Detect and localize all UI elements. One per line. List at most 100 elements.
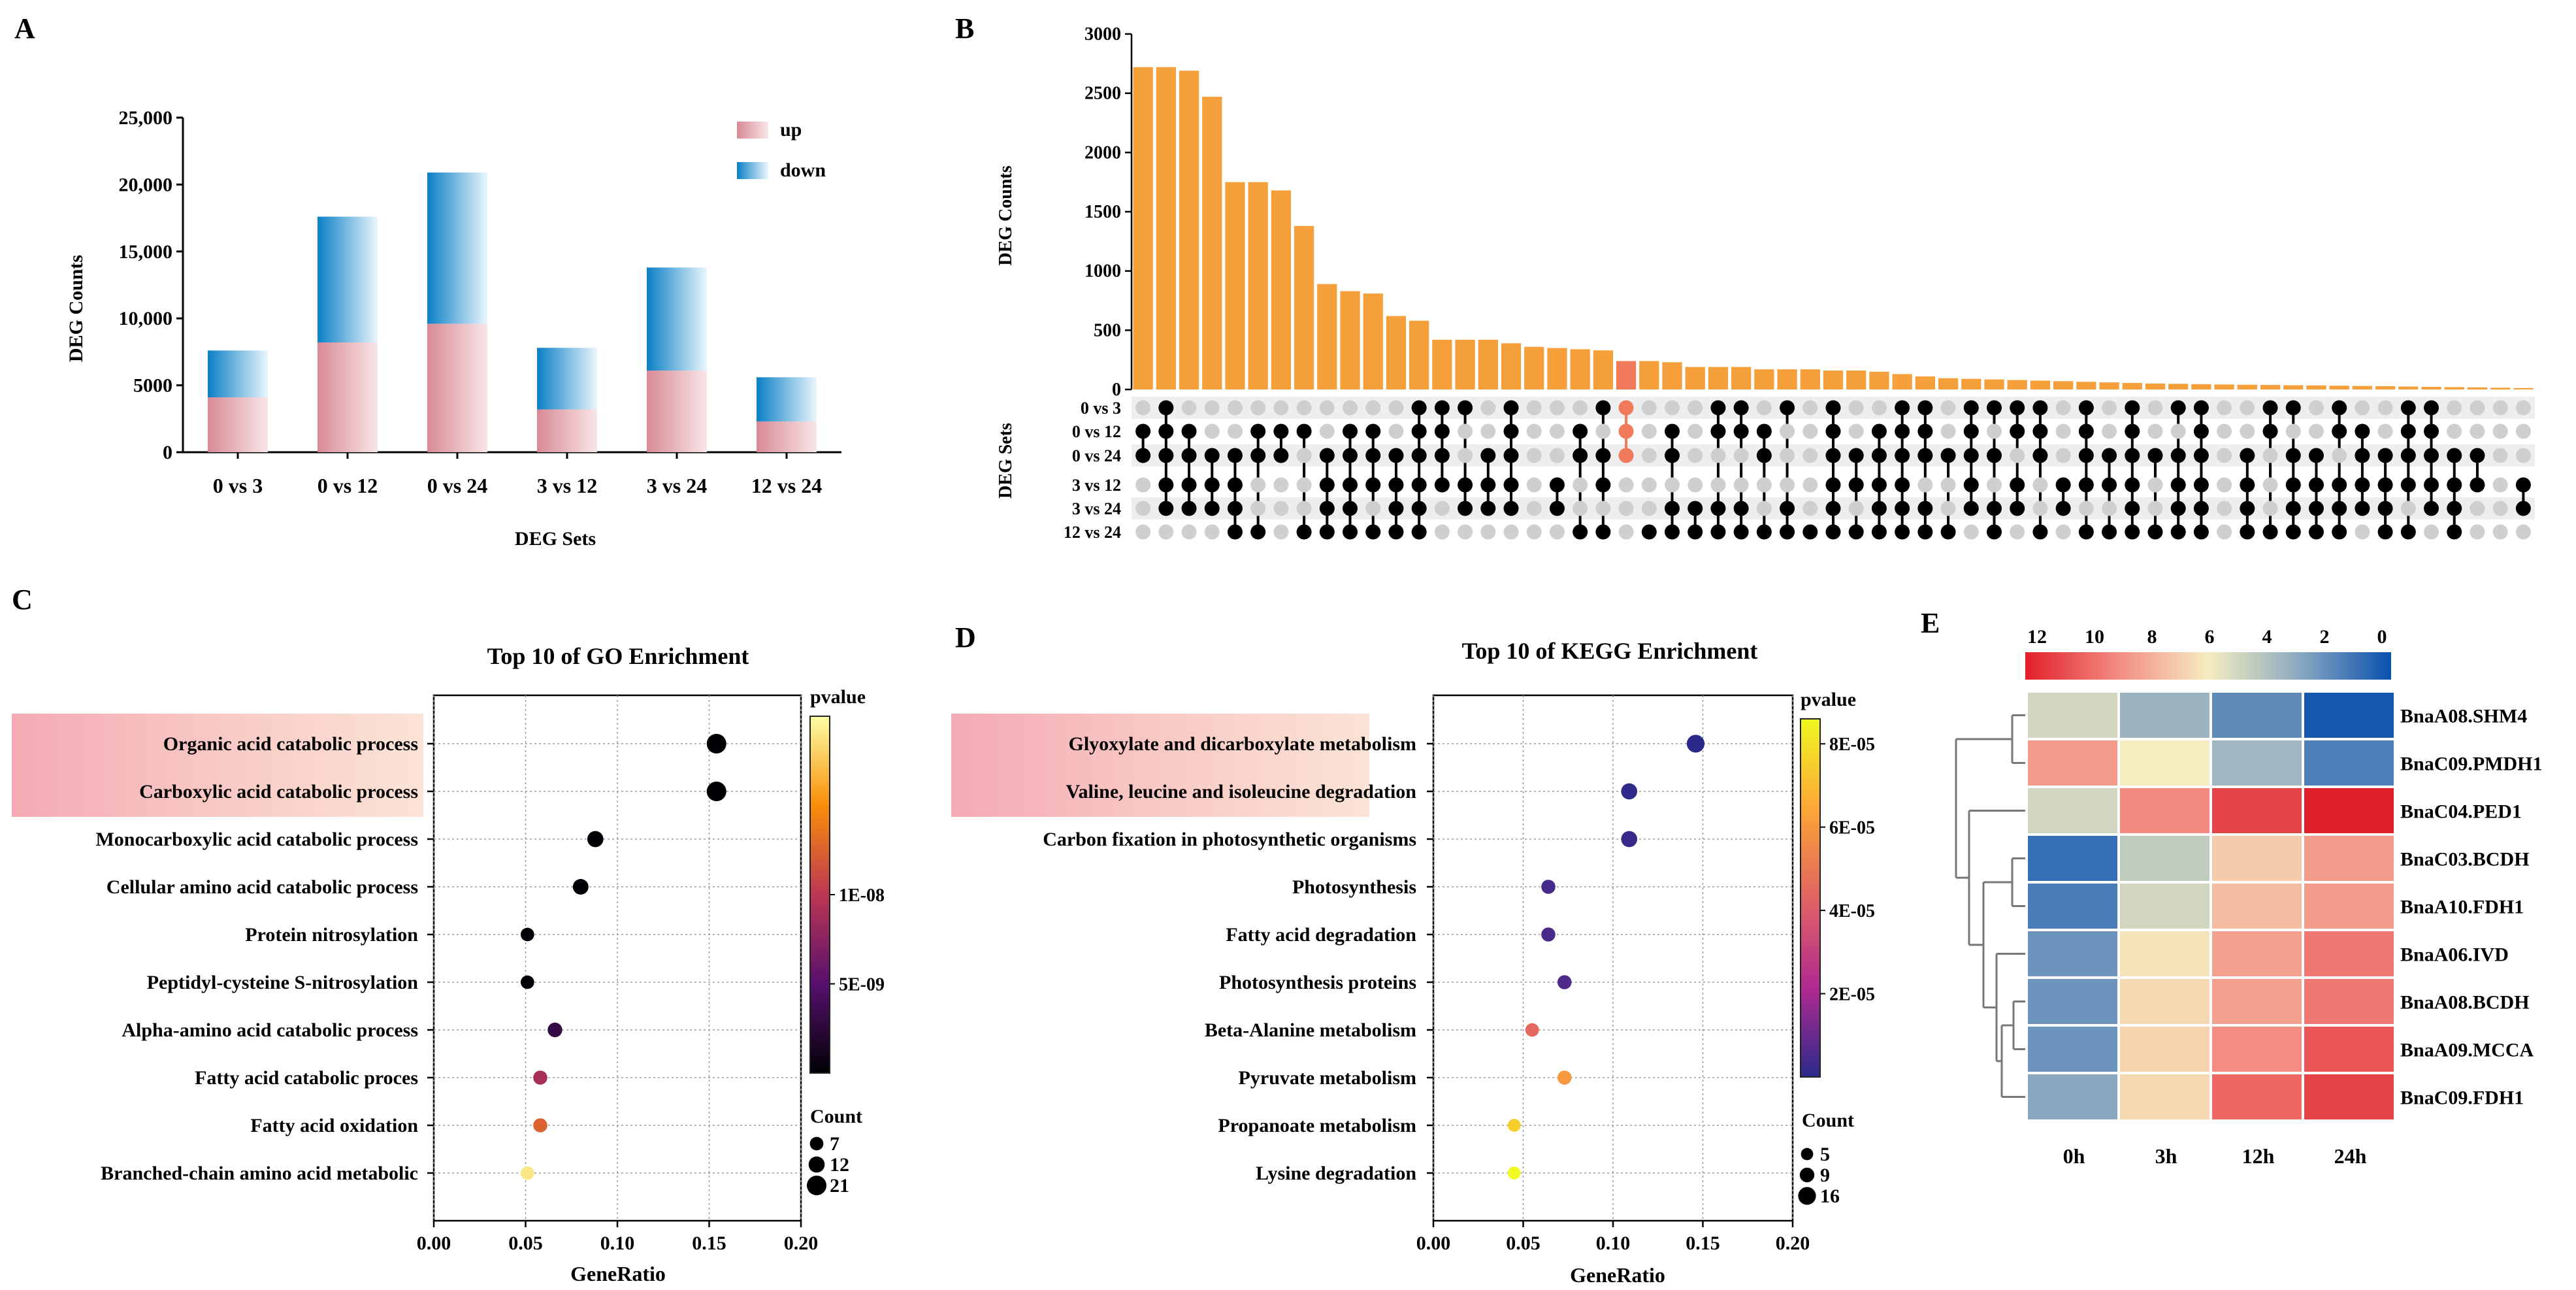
membership-dot-on <box>2240 524 2255 540</box>
membership-dot-on <box>1871 448 1887 463</box>
membership-dot-off <box>2147 477 2163 493</box>
heatmap-cell <box>2120 740 2209 786</box>
panel-d-kegg-enrichment: Top 10 of KEGG Enrichment GeneRatio pval… <box>951 638 1875 1287</box>
membership-dot-on <box>2193 400 2209 416</box>
membership-dot-off <box>2470 423 2485 439</box>
y-tick-label: 10,000 <box>119 308 173 329</box>
membership-dot-on <box>2262 400 2278 416</box>
intersection-bar <box>2467 387 2488 389</box>
heatmap-cell <box>2120 1074 2209 1119</box>
membership-dot-on <box>1503 400 1519 416</box>
heatmap-cell <box>2028 1074 2117 1119</box>
membership-dot-on <box>2400 448 2416 463</box>
size-legend-label: 16 <box>1820 1185 1840 1207</box>
membership-dot-off <box>1802 400 1818 416</box>
membership-dot-on <box>1895 423 1910 439</box>
membership-dot-on <box>1343 524 1358 540</box>
intersection-bar <box>1731 367 1752 389</box>
intersection-bar <box>1892 374 1912 389</box>
membership-dot-on <box>1319 501 1335 516</box>
membership-dot-on <box>1917 501 1933 516</box>
membership-dot-off <box>2032 501 2048 516</box>
membership-dot-off <box>1273 524 1289 540</box>
membership-dot-off <box>1227 400 1243 416</box>
membership-dot-off <box>2055 448 2071 463</box>
membership-dot-on <box>2400 524 2416 540</box>
membership-dot-off <box>1618 477 1634 493</box>
membership-dot-off <box>1365 501 1381 516</box>
panel-c-go-enrichment: Top 10 of GO Enrichment GeneRatio pvalue… <box>12 643 885 1285</box>
intersection-bar <box>1294 225 1314 389</box>
membership-dot-on <box>1273 423 1289 439</box>
x-tick-label: 0.20 <box>784 1232 819 1254</box>
membership-dot-on <box>1917 448 1933 463</box>
membership-dot-off <box>1848 423 1864 439</box>
membership-dot-on <box>1434 477 1450 493</box>
colorbar-tick-label: 0 <box>2377 626 2387 648</box>
intersection-bar <box>1800 369 1820 389</box>
heatmap-cell <box>2304 788 2394 833</box>
membership-dot-off <box>2102 501 2117 516</box>
membership-dot-on <box>1963 477 1979 493</box>
membership-dot-off <box>1296 400 1312 416</box>
membership-dot-on <box>2377 501 2393 516</box>
membership-dot-on <box>1503 501 1519 516</box>
membership-dot-on <box>1296 524 1312 540</box>
membership-dot-off <box>1526 477 1542 493</box>
membership-dot-on <box>2447 501 2462 516</box>
legend-label-up: up <box>780 119 802 141</box>
x-tick-label: 0.05 <box>508 1232 543 1254</box>
y-tick-label: 500 <box>1094 320 1121 340</box>
membership-dot-on <box>2332 423 2347 439</box>
membership-dot-off <box>1641 501 1657 516</box>
membership-dot-on <box>2424 501 2439 516</box>
colorbar-title: pvalue <box>810 686 866 708</box>
membership-dot-on <box>2332 501 2347 516</box>
term-label: Beta-Alanine metabolism <box>1205 1019 1416 1041</box>
membership-dot-on <box>1963 400 1979 416</box>
membership-dot-off <box>2078 501 2094 516</box>
enrichment-point <box>520 975 534 989</box>
intersection-bar <box>2214 384 2234 389</box>
membership-dot-on <box>2332 477 2347 493</box>
enrichment-point <box>533 1118 547 1133</box>
membership-dot-off <box>1756 477 1772 493</box>
heatmap-cell <box>2304 979 2394 1024</box>
intersection-bar <box>1984 379 2004 389</box>
membership-dot-on <box>2308 524 2324 540</box>
membership-dot-on <box>2355 501 2370 516</box>
panel-a-stacked-bar-chart: up down DEG Counts DEG Sets 0 5000 10,000 1… <box>65 107 841 550</box>
membership-dot-on <box>2377 448 2393 463</box>
intersection-bar <box>2191 384 2211 389</box>
x-tick-label: 0.00 <box>417 1232 451 1254</box>
membership-dot-on <box>1733 423 1749 439</box>
enrichment-point <box>587 831 604 848</box>
membership-dot-off <box>2424 524 2439 540</box>
membership-dot-on <box>2193 501 2209 516</box>
intersection-bar <box>2122 383 2142 389</box>
membership-dot-off <box>1135 501 1151 516</box>
intersection-bar <box>1869 371 1889 389</box>
membership-dot-on <box>1595 524 1611 540</box>
membership-dot-on <box>1480 477 1496 493</box>
term-label: Protein nitrosylation <box>245 924 418 946</box>
membership-dot-on <box>1733 524 1749 540</box>
intersection-bar <box>1915 376 1935 389</box>
membership-dot-on <box>1986 400 2002 416</box>
intersection-bar <box>1639 361 1659 389</box>
membership-dot-on <box>1434 400 1450 416</box>
heatmap-cell <box>2120 693 2209 738</box>
membership-dot-on <box>2125 477 2140 493</box>
membership-dot-on <box>2515 501 2531 516</box>
heatmap-cell <box>2028 979 2117 1024</box>
colorbar-title: pvalue <box>1801 689 1856 710</box>
membership-dot-on <box>1917 524 1933 540</box>
membership-dot-off <box>1296 477 1312 493</box>
term-label: Peptidyl-cysteine S-nitrosylation <box>147 972 419 993</box>
x-tick-label: 0 vs 12 <box>318 474 378 497</box>
intersection-bar <box>1961 378 1981 389</box>
membership-dot-on <box>1895 448 1910 463</box>
membership-dot-on <box>1158 501 1174 516</box>
membership-dot-on <box>2285 477 2301 493</box>
membership-dot-on <box>2262 524 2278 540</box>
